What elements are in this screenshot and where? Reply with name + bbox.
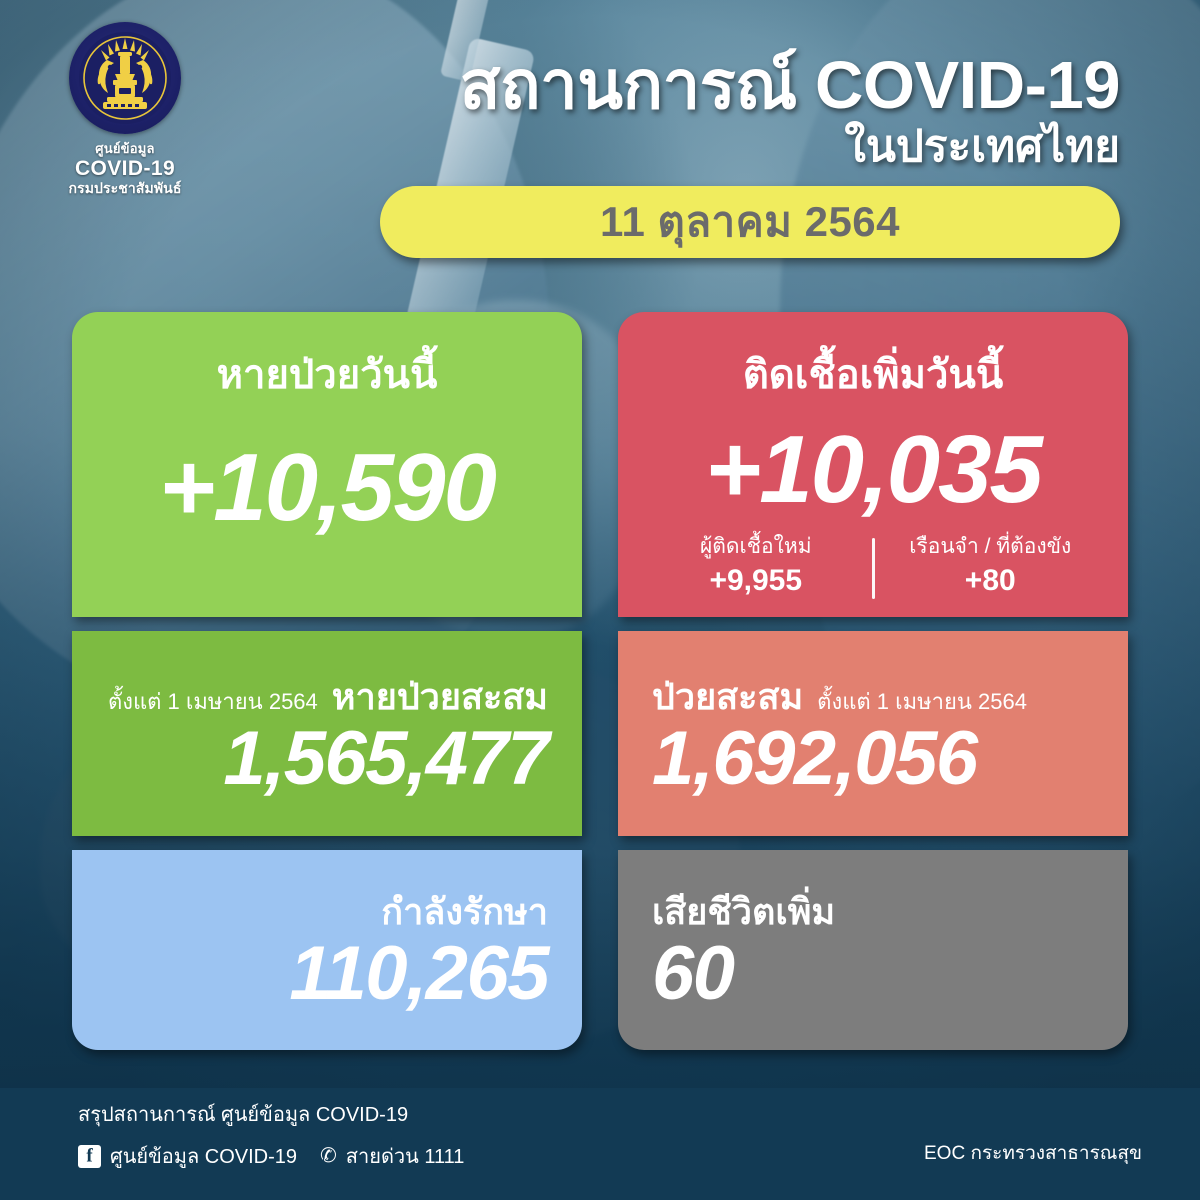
cases-today-value: +10,035 <box>705 416 1043 523</box>
footer-left-block: สรุปสถานการณ์ ศูนย์ข้อมูล COVID-19 ศูนย์… <box>78 1102 464 1172</box>
cases-cumulative-label: ป่วยสะสม <box>652 676 804 717</box>
recovered-today-value: +10,590 <box>159 434 497 541</box>
breakdown-divider <box>871 538 875 599</box>
page-title: สถานการณ์ COVID-19 <box>459 48 1121 123</box>
footer-contact-row: ศูนย์ข้อมูล COVID-19 ✆ สายด่วน 1111 <box>78 1140 464 1172</box>
cases-cumulative-heading: ป่วยสะสม ตั้งแต่ 1 เมษายน 2564 <box>652 677 1094 717</box>
recovered-cumulative-heading: ตั้งแต่ 1 เมษายน 2564 หายป่วยสะสม <box>106 677 548 717</box>
card-recovered-cumulative: ตั้งแต่ 1 เมษายน 2564 หายป่วยสะสม 1,565,… <box>72 631 582 836</box>
breakdown-item-new-infections: ผู้ติดเชื้อใหม่ +9,955 <box>652 534 860 599</box>
logo-line-1: ศูนย์ข้อมูล <box>95 141 155 156</box>
card-cases-cumulative: ป่วยสะสม ตั้งแต่ 1 เมษายน 2564 1,692,056 <box>618 631 1128 836</box>
card-currently-treating: กำลังรักษา 110,265 <box>72 850 582 1050</box>
date-text: 11 ตุลาคม 2564 <box>599 197 901 245</box>
cases-cumulative-value: 1,692,056 <box>652 715 978 801</box>
recovered-cumulative-since: ตั้งแต่ 1 เมษายน 2564 <box>107 689 318 714</box>
treating-label: กำลังรักษา <box>381 891 548 932</box>
breakdown-item-prison: เรือนจำ / ที่ต้องขัง +80 <box>887 534 1095 599</box>
stats-grid: หายป่วยวันนี้ +10,590 ติดเชื้อเพิ่มวันนี… <box>72 312 1128 1050</box>
treating-value: 110,265 <box>289 930 549 1016</box>
footer: สรุปสถานการณ์ ศูนย์ข้อมูล COVID-19 ศูนย์… <box>0 1088 1200 1200</box>
breakdown-label-new-infections: ผู้ติดเชื้อใหม่ <box>699 535 812 559</box>
card-cases-today: ติดเชื้อเพิ่มวันนี้ +10,035 ผู้ติดเชื้อใ… <box>618 312 1128 617</box>
breakdown-value-prison: +80 <box>964 563 1016 597</box>
facebook-page-label[interactable]: ศูนย์ข้อมูล COVID-19 <box>110 1146 298 1168</box>
phone-icon: ✆ <box>320 1145 337 1167</box>
card-deaths-today: เสียชีวิตเพิ่ม 60 <box>618 850 1128 1050</box>
cases-today-breakdown: ผู้ติดเชื้อใหม่ +9,955 เรือนจำ / ที่ต้อง… <box>652 534 1094 599</box>
thai-government-emblem-icon <box>69 22 181 134</box>
facebook-icon[interactable] <box>78 1144 101 1168</box>
recovered-cumulative-label: หายป่วยสะสม <box>331 676 548 717</box>
card-recovered-today: หายป่วยวันนี้ +10,590 <box>72 312 582 617</box>
recovered-cumulative-value: 1,565,477 <box>223 715 549 801</box>
footer-source: EOC กระทรวงสาธารณสุข <box>924 1143 1142 1164</box>
logo-line-2: COVID-19 <box>74 156 176 180</box>
date-badge: 11 ตุลาคม 2564 <box>380 185 1120 258</box>
cases-today-label: ติดเชื้อเพิ่มวันนี้ <box>742 353 1004 397</box>
cases-cumulative-since: ตั้งแต่ 1 เมษายน 2564 <box>817 689 1027 714</box>
recovered-today-label: หายป่วยวันนี้ <box>216 353 438 397</box>
logo-line-3: กรมประชาสัมพันธ์ <box>68 180 182 197</box>
footer-summary-text: สรุปสถานการณ์ ศูนย์ข้อมูล COVID-19 <box>78 1104 409 1126</box>
breakdown-value-new-infections: +9,955 <box>709 563 803 597</box>
hotline-label[interactable]: สายด่วน 1111 <box>345 1146 465 1168</box>
deaths-today-value: 60 <box>652 930 735 1016</box>
page-subtitle: ในประเทศไทย <box>844 122 1120 172</box>
breakdown-label-prison: เรือนจำ / ที่ต้องขัง <box>909 535 1072 559</box>
deaths-today-label: เสียชีวิตเพิ่ม <box>652 891 836 932</box>
header: สถานการณ์ COVID-19 ในประเทศไทย 11 ตุลาคม… <box>380 48 1121 258</box>
organization-logo: ศูนย์ข้อมูล COVID-19 กรมประชาสัมพันธ์ <box>45 22 205 197</box>
